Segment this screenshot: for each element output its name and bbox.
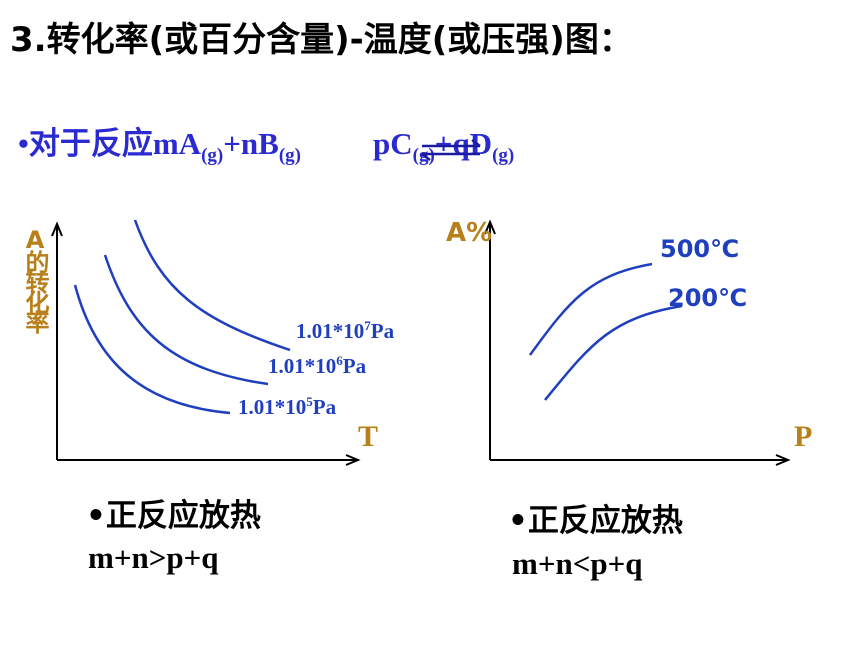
relation: m+n<p+q — [512, 546, 643, 581]
title: 3.转化率(或百分含量)-温度(或压强)图： — [10, 20, 633, 60]
curve-label: 1.01*106Pa — [268, 353, 366, 379]
state: (g) — [278, 145, 301, 167]
y-axis-label: A% — [446, 218, 493, 248]
unit: Pa — [370, 319, 395, 343]
base: 1.01*10 — [296, 319, 365, 343]
exponent: 5 — [306, 394, 313, 409]
left-curves — [73, 219, 291, 415]
exponent: 7 — [364, 318, 371, 333]
reaction: •对于反应mA(g)+nB(g)pC(g)+qD(g) — [18, 118, 514, 167]
state: (g) — [201, 145, 224, 167]
base: 1.01*10 — [238, 395, 307, 419]
x-axis-label: P — [794, 420, 813, 453]
state: (g) — [492, 145, 515, 167]
caption: •正反应放热 — [508, 503, 683, 539]
reaction-part: pC — [372, 126, 413, 161]
unit: Pa — [312, 395, 337, 419]
reaction-part: +nB — [223, 126, 279, 161]
right-axes — [484, 219, 791, 466]
x-axis-label: T — [358, 420, 379, 453]
exponent: 6 — [336, 353, 343, 368]
equilibrium-arrow — [421, 139, 481, 161]
unit: Pa — [342, 354, 367, 378]
curve-label: 500℃ — [660, 235, 740, 263]
right-curves — [528, 262, 683, 401]
curve-label: 200℃ — [668, 284, 748, 312]
curve-label: 1.01*107Pa — [296, 318, 394, 344]
relation: m+n>p+q — [88, 540, 219, 575]
base: 1.01*10 — [268, 354, 337, 378]
curve-label: 1.01*105Pa — [238, 394, 336, 420]
reaction-part: •对于反应mA — [18, 126, 202, 161]
y-axis-label: A的转化率 — [21, 226, 49, 330]
left-axes — [51, 221, 361, 466]
caption: •正反应放热 — [86, 498, 261, 534]
